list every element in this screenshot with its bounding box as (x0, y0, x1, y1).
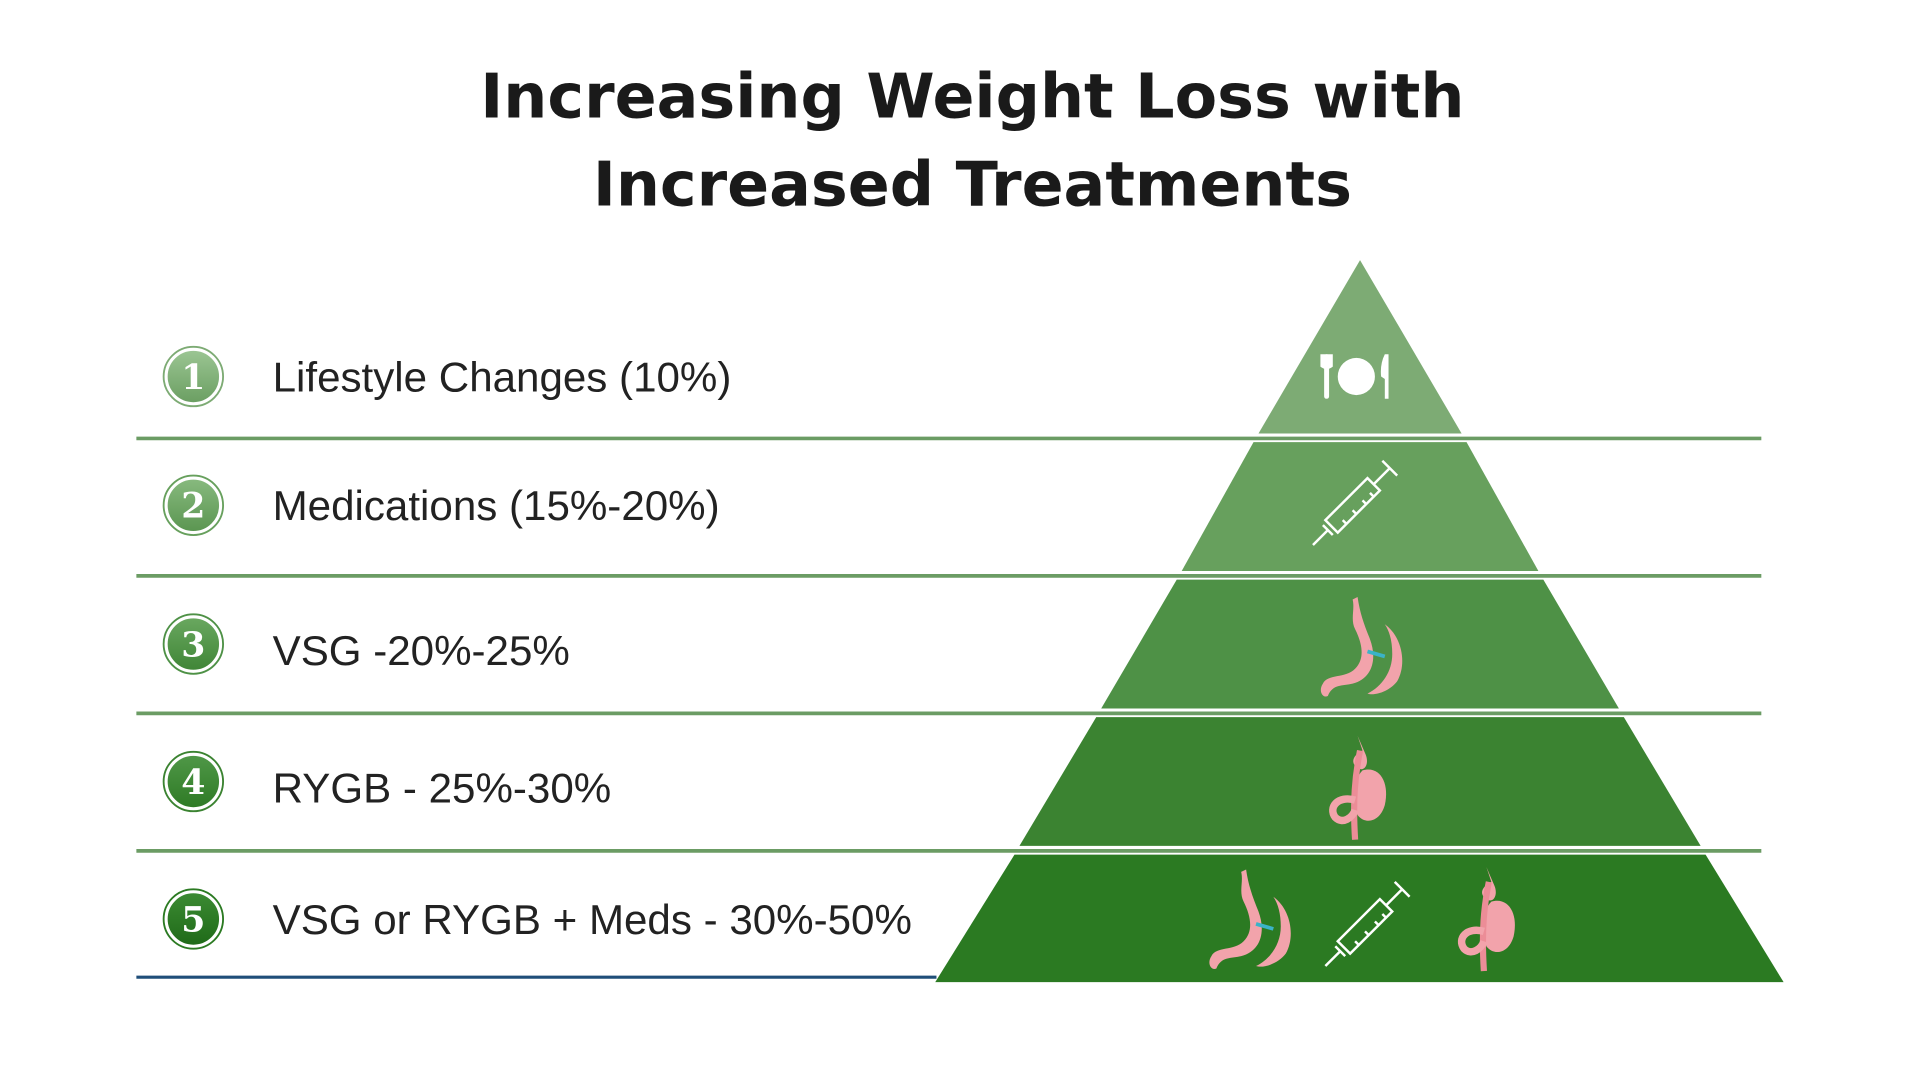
level-row-2: 2 Medications (15%-20%) (162, 474, 720, 536)
level-label: RYGB - 25%-30% (273, 765, 612, 812)
title-line-1: Increasing Weight Loss with (480, 61, 1464, 133)
number-badge-5 (164, 890, 223, 948)
number-label: 1 (181, 357, 205, 398)
pyramid-band-2 (1181, 442, 1539, 571)
number-label: 3 (181, 624, 205, 665)
level-label: VSG -20%-25% (273, 627, 570, 674)
number-badge-4 (164, 752, 223, 811)
pyramid-band-1 (1258, 260, 1462, 434)
plate-fork-knife-icon (1320, 354, 1389, 399)
level-row-5: 5 VSG or RYGB + Meds - 30%-50% (162, 888, 912, 950)
level-row-3: 3 VSG -20%-25% (162, 613, 570, 675)
number-badge-3 (164, 615, 223, 673)
level-row-4: 4 RYGB - 25%-30% (162, 750, 612, 813)
level-label: Lifestyle Changes (10%) (273, 353, 732, 400)
number-label: 5 (181, 899, 205, 940)
level-row-1: 1 Lifestyle Changes (10%) (162, 345, 732, 408)
level-label: Medications (15%-20%) (273, 482, 720, 529)
number-badge-1 (164, 347, 223, 406)
number-badge-2 (164, 476, 223, 535)
pyramid-band-3 (1101, 579, 1619, 709)
number-label: 4 (181, 762, 205, 803)
number-label: 2 (181, 486, 205, 527)
dividers (136, 436, 1762, 853)
level-label: VSG or RYGB + Meds - 30%-50% (273, 896, 912, 943)
title-line-2: Increased Treatments (593, 149, 1352, 221)
